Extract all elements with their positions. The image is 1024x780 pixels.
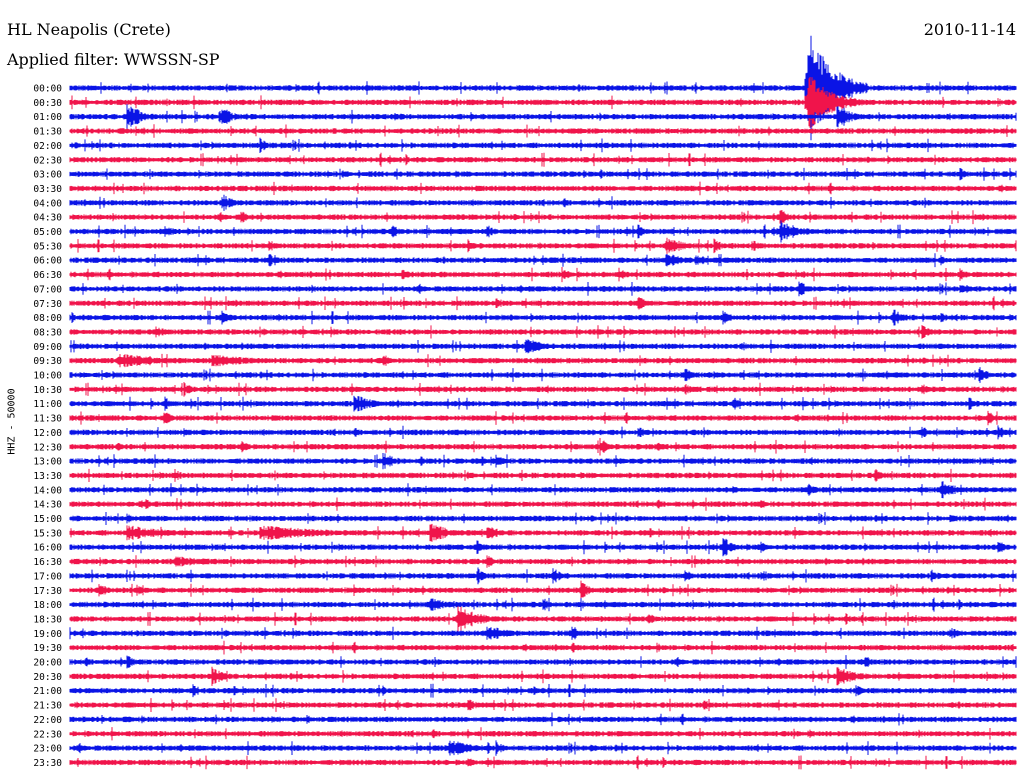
row-time-label: 08:00 [33, 313, 62, 324]
row-time-label: 02:30 [33, 155, 62, 166]
row-time-label: 21:00 [33, 686, 62, 697]
row-time-label: 03:30 [33, 184, 62, 195]
row-time-label: 05:30 [33, 241, 62, 252]
row-time-label: 01:00 [33, 112, 62, 123]
row-time-label: 12:30 [33, 442, 62, 453]
row-time-label: 00:30 [33, 98, 62, 109]
row-time-label: 21:30 [33, 701, 62, 712]
row-time-label: 18:30 [33, 614, 62, 625]
row-time-label: 17:30 [33, 586, 62, 597]
row-time-label: 02:00 [33, 141, 62, 152]
row-time-label: 13:30 [33, 471, 62, 482]
row-time-label: 22:00 [33, 715, 62, 726]
row-time-label: 18:00 [33, 600, 62, 611]
filter-label: Applied filter: WWSSN-SP [7, 50, 220, 69]
row-time-label: 16:00 [33, 543, 62, 554]
row-time-label: 17:00 [33, 571, 62, 582]
row-time-label: 08:30 [33, 327, 62, 338]
row-time-label: 00:00 [33, 84, 62, 95]
row-time-label: 14:30 [33, 500, 62, 511]
row-time-label: 20:00 [33, 658, 62, 669]
row-time-label: 12:00 [33, 428, 62, 439]
row-time-label: 05:00 [33, 227, 62, 238]
row-time-label: 06:00 [33, 256, 62, 267]
row-time-label: 10:00 [33, 371, 62, 382]
date-label: 2010-11-14 [923, 20, 1016, 39]
row-time-label: 23:00 [33, 744, 62, 755]
row-time-label: 09:00 [33, 342, 62, 353]
row-time-label: 19:30 [33, 643, 62, 654]
row-time-label: 20:30 [33, 672, 62, 683]
row-time-label: 04:30 [33, 213, 62, 224]
row-time-label: 15:30 [33, 528, 62, 539]
row-time-label: 16:30 [33, 557, 62, 568]
row-time-label: 23:30 [33, 758, 62, 769]
row-time-label: 01:30 [33, 127, 62, 138]
row-time-label: 11:00 [33, 399, 62, 410]
row-time-label: 10:30 [33, 385, 62, 396]
row-time-label: 11:30 [33, 414, 62, 425]
row-time-label: 14:00 [33, 485, 62, 496]
row-time-label: 13:00 [33, 457, 62, 468]
row-time-label: 07:30 [33, 299, 62, 310]
row-time-label: 06:30 [33, 270, 62, 281]
row-time-label: 09:30 [33, 356, 62, 367]
row-time-label: 19:00 [33, 629, 62, 640]
row-time-label: 07:00 [33, 284, 62, 295]
row-time-label: 15:00 [33, 514, 62, 525]
station-title: HL Neapolis (Crete) [7, 20, 171, 39]
row-time-label: 04:00 [33, 198, 62, 209]
row-time-label: 22:30 [33, 729, 62, 740]
row-time-label: 03:00 [33, 170, 62, 181]
